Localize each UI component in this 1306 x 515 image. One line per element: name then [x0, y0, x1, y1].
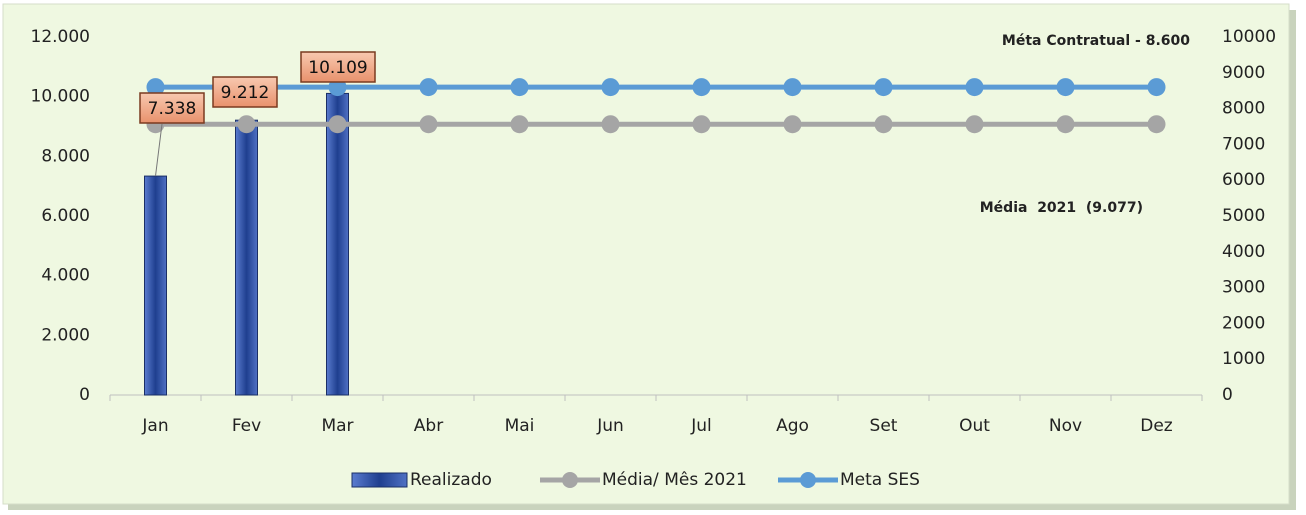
x-tick-label: Mar	[321, 416, 353, 436]
data-label: 7.338	[148, 99, 197, 119]
line-marker	[783, 115, 802, 134]
y-tick-label: 8.000	[41, 146, 90, 166]
line-marker	[692, 115, 711, 134]
line-marker	[601, 78, 620, 97]
legend-label: Média/ Mês 2021	[602, 470, 747, 490]
annotation: Méta Contratual - 8.600	[1002, 33, 1190, 49]
line-marker	[419, 78, 438, 97]
y2-tick-label: 7000	[1222, 134, 1265, 154]
bar	[326, 92, 349, 396]
bar	[235, 119, 258, 396]
x-tick-label: Abr	[414, 416, 443, 436]
x-tick-label: Jan	[141, 416, 168, 436]
chart-background	[2, 3, 1290, 505]
legend-marker	[562, 472, 578, 488]
x-tick-label: Jun	[596, 416, 624, 436]
y2-tick-label: 2000	[1222, 313, 1265, 333]
legend-swatch	[351, 472, 408, 488]
line-marker	[1056, 78, 1075, 97]
annotation: Média 2021 (9.077)	[980, 200, 1143, 216]
x-tick-label: Nov	[1049, 416, 1082, 436]
line-marker	[874, 78, 893, 97]
x-tick-label: Dez	[1140, 416, 1173, 436]
line-marker	[510, 115, 529, 134]
x-tick-label: Mai	[505, 416, 535, 436]
line-marker	[510, 78, 529, 97]
line-marker	[419, 115, 438, 134]
y2-tick-label: 4000	[1222, 242, 1265, 262]
line-marker	[1147, 115, 1166, 134]
leader-line	[155, 123, 163, 177]
x-tick-label: Fev	[232, 416, 261, 436]
y2-tick-label: 1000	[1222, 349, 1265, 369]
y2-tick-label: 10000	[1222, 27, 1276, 47]
legend-label: Meta SES	[840, 470, 920, 490]
x-tick-label: Out	[959, 416, 990, 436]
y-tick-label: 2.000	[41, 325, 90, 345]
y2-tick-label: 0	[1222, 385, 1233, 405]
x-tick-label: Set	[870, 416, 898, 436]
line-marker	[601, 115, 620, 134]
line-marker	[328, 115, 347, 134]
data-label: 9.212	[221, 83, 270, 103]
data-label: 10.109	[308, 58, 367, 78]
line-marker	[965, 78, 984, 97]
line-marker	[1147, 78, 1166, 97]
legend-marker	[800, 472, 816, 488]
x-tick-label: Jul	[690, 416, 712, 436]
y2-tick-label: 5000	[1222, 206, 1265, 226]
y2-tick-label: 6000	[1222, 170, 1265, 190]
line-marker	[237, 115, 256, 134]
y-tick-label: 4.000	[41, 266, 90, 286]
y-tick-label: 0	[79, 385, 90, 405]
y-tick-label: 6.000	[41, 206, 90, 226]
x-tick-label: Ago	[776, 416, 809, 436]
y2-tick-label: 9000	[1222, 63, 1265, 83]
data-label-box	[139, 92, 205, 124]
line-marker	[1056, 115, 1075, 134]
line-marker	[783, 78, 802, 97]
y2-tick-label: 3000	[1222, 278, 1265, 298]
line-marker	[965, 115, 984, 134]
line-marker	[874, 115, 893, 134]
legend-label: Realizado	[410, 470, 492, 490]
data-label-box	[212, 76, 278, 108]
bar	[144, 175, 167, 396]
data-label-box	[300, 51, 376, 83]
line-marker	[692, 78, 711, 97]
line-marker	[146, 78, 165, 97]
y-tick-label: 12.000	[31, 27, 90, 47]
y2-tick-label: 8000	[1222, 99, 1265, 119]
y-tick-label: 10.000	[31, 87, 90, 107]
